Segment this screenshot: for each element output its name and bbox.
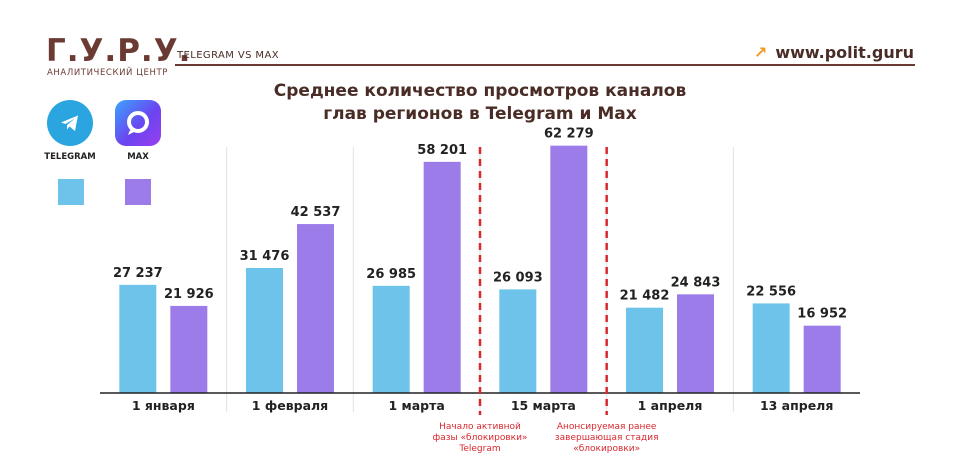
chart-title-line-1: Среднее количество просмотров каналов: [273, 81, 687, 101]
annotation-text: «блокировки»: [573, 444, 640, 454]
telegram-icon: [47, 100, 93, 146]
legend-swatch-max: [125, 179, 151, 205]
bar-telegram: [246, 267, 283, 393]
bar-value-label: 62 279: [544, 127, 594, 142]
bar-value-label: 22 556: [746, 284, 796, 299]
bar-telegram: [119, 284, 157, 393]
bar-value-label: 24 843: [671, 275, 721, 290]
x-tick-label: 1 февраля: [252, 398, 328, 413]
chart-title-line-2: глав регионов в Telegram и Max: [323, 104, 637, 124]
site-url: www.polit.guru: [775, 43, 914, 62]
logo-subtitle: АНАЛИТИЧЕСКИЙ ЦЕНТР: [47, 68, 168, 78]
bar-max: [423, 161, 461, 393]
annotation-text: фазы «блокировки»: [433, 433, 528, 443]
bar-value-label: 42 537: [291, 205, 341, 220]
bar-max: [297, 224, 334, 393]
bar-value-label: 58 201: [417, 143, 467, 158]
bar-value-label: 26 985: [366, 267, 416, 282]
annotation-text: Telegram: [458, 444, 500, 454]
bar-max: [550, 145, 588, 393]
bar-max: [170, 305, 208, 393]
header-rule: [175, 64, 915, 66]
x-tick-label: 1 марта: [388, 398, 444, 413]
site-link[interactable]: ↗ www.polit.guru: [754, 43, 914, 62]
annotation-text: Анонсируемая ранее: [557, 422, 657, 432]
x-tick-label: 1 апреля: [638, 398, 703, 413]
bar-max: [803, 325, 841, 393]
annotation-text: Начало активной: [439, 422, 521, 432]
bar-telegram: [752, 303, 790, 393]
logo: Г.У.Р.У.: [46, 33, 192, 69]
chart-title: Среднее количество просмотров каналов гл…: [240, 80, 720, 126]
legend-swatch-telegram: [58, 179, 84, 205]
annotation-text: завершающая стадия: [555, 433, 659, 443]
header-tag: TELEGRAM VS MAX: [177, 50, 279, 61]
max-icon: [115, 100, 161, 146]
bar-value-label: 27 237: [113, 266, 163, 281]
x-tick-label: 15 марта: [511, 398, 576, 413]
bar-value-label: 21 482: [620, 289, 670, 304]
bar-max: [677, 294, 714, 393]
bar-telegram: [372, 285, 410, 393]
bar-value-label: 26 093: [493, 270, 543, 285]
x-tick-label: 13 апреля: [760, 398, 833, 413]
bar-telegram: [499, 289, 537, 393]
bar-value-label: 31 476: [240, 249, 290, 264]
arrow-up-right-icon: ↗: [753, 43, 768, 62]
bar-value-label: 16 952: [797, 307, 847, 322]
legend-label-telegram: TELEGRAM: [44, 152, 96, 162]
legend-label-max: MAX: [127, 152, 149, 162]
x-tick-label: 1 января: [132, 398, 195, 413]
bar-telegram: [626, 307, 663, 393]
bar-value-label: 21 926: [164, 287, 214, 302]
